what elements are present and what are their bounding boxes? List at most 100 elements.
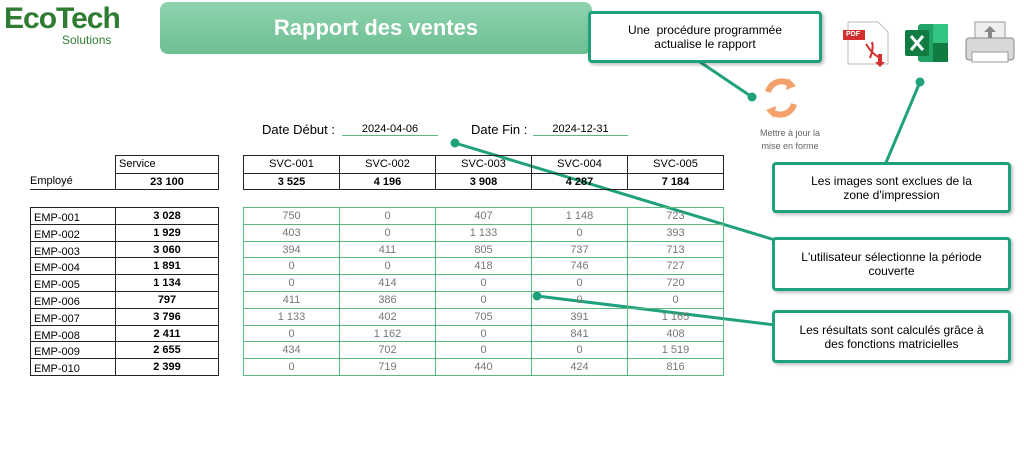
value-cell: 386 <box>339 291 436 309</box>
value-cell: 0 <box>243 358 340 376</box>
employee-id: EMP-007 <box>30 307 116 326</box>
start-date[interactable]: 2024-04-06 <box>342 123 438 136</box>
callout: Une procédure programmée actualise le rap… <box>588 11 822 63</box>
value-cell: 841 <box>531 324 628 343</box>
value-cell: 737 <box>531 240 628 259</box>
end-date[interactable]: 2024-12-31 <box>533 123 628 136</box>
value-cell: 393 <box>627 223 724 242</box>
value-cell: 0 <box>531 274 628 292</box>
callout-line: L'utilisateur sélectionne la période <box>801 250 982 264</box>
value-cell: 0 <box>243 257 340 276</box>
start-label: Date Début : <box>262 122 335 137</box>
employee-total: 1 891 <box>115 257 219 276</box>
value-cell: 394 <box>243 240 340 259</box>
pdf-label: PDF <box>846 31 860 38</box>
value-cell: 713 <box>627 240 724 259</box>
employee-total: 2 655 <box>115 341 219 360</box>
employee-total: 3 060 <box>115 240 219 259</box>
employee-id: EMP-003 <box>30 240 116 259</box>
employee-total: 3 028 <box>115 207 219 225</box>
employee-id: EMP-005 <box>30 274 116 292</box>
value-cell: 1 519 <box>627 341 724 360</box>
employee-total: 1 134 <box>115 274 219 292</box>
employee-id: EMP-010 <box>30 358 116 376</box>
end-label: Date Fin : <box>471 122 528 137</box>
employee-id: EMP-008 <box>30 324 116 343</box>
value-cell: 403 <box>243 223 340 242</box>
value-cell: 1 133 <box>435 223 532 242</box>
grand-total: 23 100 <box>115 173 219 190</box>
logo-tagline: Solutions <box>62 33 112 47</box>
refresh-label: Mettre à jour la mise en forme <box>735 127 845 153</box>
title: Rapport des ventes <box>273 15 479 40</box>
value-cell: 0 <box>339 207 436 225</box>
title-bar: Rapport des ventes <box>160 2 592 54</box>
callout: L'utilisateur sélectionne la période couv… <box>772 237 1011 291</box>
refresh-icon[interactable] <box>765 78 797 118</box>
value-cell: 723 <box>627 207 724 225</box>
value-cell: 1 162 <box>339 324 436 343</box>
value-cell: 407 <box>435 207 532 225</box>
value-cell: 411 <box>243 291 340 309</box>
employee-id: EMP-009 <box>30 341 116 360</box>
value-cell: 0 <box>435 324 532 343</box>
value-cell: 434 <box>243 341 340 360</box>
value-cell: 1 165 <box>627 307 724 326</box>
value-cell: 0 <box>531 291 628 309</box>
value-cell: 805 <box>435 240 532 259</box>
value-cell: 414 <box>339 274 436 292</box>
employee-id: EMP-001 <box>30 207 116 225</box>
pdf-icon[interactable] <box>843 21 889 67</box>
logo-name: EcoTech <box>4 2 121 35</box>
callout-line: Les images sont exclues de la <box>811 173 972 188</box>
callout-line: Les résultats sont calculés grâce à <box>799 322 984 337</box>
employee-total: 2 399 <box>115 358 219 376</box>
value-cell: 0 <box>627 291 724 309</box>
employee-id: EMP-002 <box>30 223 116 242</box>
value-cell: 408 <box>627 324 724 343</box>
header-cell: Service <box>115 155 219 173</box>
service-total: 3 525 <box>243 173 340 190</box>
callout-line: zone d'impression <box>843 187 940 202</box>
service-header: SVC-004 <box>531 155 628 173</box>
employee-total: 3 796 <box>115 307 219 326</box>
value-cell: 0 <box>339 223 436 242</box>
value-cell: 727 <box>627 257 724 276</box>
value-cell: 0 <box>531 223 628 242</box>
value-cell: 411 <box>339 240 436 259</box>
service-total: 7 184 <box>627 173 724 190</box>
value-cell: 402 <box>339 307 436 326</box>
excel-icon[interactable] <box>905 24 948 62</box>
value-cell: 0 <box>243 274 340 292</box>
callout-line: des fonctions matricielles <box>824 336 959 351</box>
refresh-line: Mettre à jour la <box>759 128 821 138</box>
header-cell: Employé <box>30 173 116 190</box>
value-cell: 0 <box>435 341 532 360</box>
callout-line: Une procédure programmée <box>627 23 783 37</box>
value-cell: 391 <box>531 307 628 326</box>
value-cell: 1 148 <box>531 207 628 225</box>
service-total: 4 287 <box>531 173 628 190</box>
value-cell: 0 <box>531 341 628 360</box>
value-cell: 705 <box>435 307 532 326</box>
employee-total: 2 411 <box>115 324 219 343</box>
value-cell: 816 <box>627 358 724 376</box>
value-cell: 702 <box>339 341 436 360</box>
service-header: SVC-003 <box>435 155 532 173</box>
value-cell: 418 <box>435 257 532 276</box>
value-cell: 750 <box>243 207 340 225</box>
print-icon[interactable] <box>965 21 1015 63</box>
callout: Les images sont exclues de la zone d'impr… <box>772 162 1011 213</box>
value-cell: 0 <box>339 257 436 276</box>
value-cell: 0 <box>243 324 340 343</box>
value-cell: 720 <box>627 274 724 292</box>
employee-id: EMP-004 <box>30 257 116 276</box>
service-total: 3 908 <box>435 173 532 190</box>
refresh-line: mise en forme <box>761 141 819 151</box>
service-header: SVC-001 <box>243 155 340 173</box>
value-cell: 424 <box>531 358 628 376</box>
service-header: SVC-002 <box>339 155 436 173</box>
employee-total: 1 929 <box>115 223 219 242</box>
